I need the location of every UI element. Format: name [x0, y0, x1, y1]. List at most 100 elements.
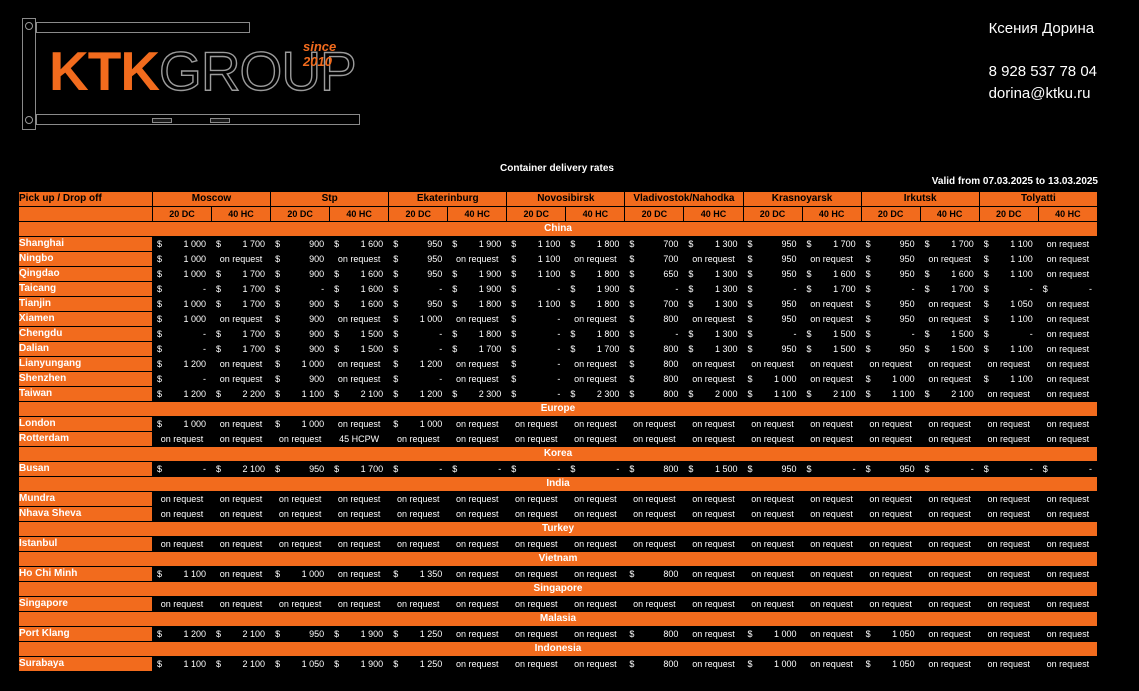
rate-cell: on request [329, 356, 390, 372]
rate-cell: $1 050 [978, 296, 1039, 312]
rate-cell: $ - [506, 311, 567, 327]
rate-value: - [439, 374, 443, 384]
rate-cell: on request [742, 536, 803, 552]
currency-symbol: $ [156, 359, 162, 369]
rate-cell: on request [978, 656, 1039, 672]
rate-value: 1 000 [183, 239, 206, 249]
rate-cell: $ - [565, 461, 626, 477]
currency-symbol: $ [629, 629, 635, 639]
rate-cell: $1 600 [919, 266, 980, 282]
rate-cell: on request [1037, 326, 1099, 342]
rate-cell: on request [447, 251, 508, 267]
rate-cell: $1 100 [978, 371, 1039, 387]
rate-cell: $1 000 [742, 656, 803, 672]
rate-value: 1 800 [596, 299, 620, 309]
rate-value: 900 [309, 329, 325, 339]
rate-cell: $800 [624, 371, 685, 387]
rate-cell: $950 [742, 461, 803, 477]
logo-group-text: GROUP [158, 40, 357, 102]
currency-symbol: $ [865, 344, 871, 354]
rate-cell: on request [1037, 536, 1099, 552]
rate-cell: $1 000 [151, 296, 212, 312]
rate-cell: $800 [624, 461, 685, 477]
rate-cell: on request [919, 566, 980, 582]
rate-cell: on request [919, 311, 980, 327]
rate-value: 1 500 [833, 344, 856, 354]
rate-cell: on request [1037, 296, 1099, 312]
currency-symbol: $ [747, 329, 753, 339]
rate-cell: $700 [624, 296, 685, 312]
rate-value: 800 [663, 629, 679, 639]
region-header-row: India [18, 476, 1098, 492]
rate-cell: on request [801, 536, 862, 552]
rate-value: 900 [309, 269, 325, 279]
rate-cell: $ - [388, 281, 449, 297]
region-label: Europe [18, 401, 1098, 417]
rate-cell: on request [801, 356, 862, 372]
currency-symbol: $ [983, 269, 989, 279]
rate-value: 1 250 [419, 629, 443, 639]
rate-cell: on request [860, 536, 921, 552]
rates-table-wrapper: Pick up / Drop off Moscow Stp Ekaterinburg N… [18, 191, 1099, 672]
rate-cell: $1 000 [151, 251, 212, 267]
rate-value: 1 900 [360, 629, 384, 639]
rate-cell: $800 [624, 356, 685, 372]
rate-cell: $1 100 [978, 251, 1039, 267]
currency-symbol: $ [334, 329, 340, 339]
currency-symbol: $ [865, 314, 871, 324]
rate-cell: $1 000 [270, 356, 331, 372]
rate-value: 1 700 [242, 299, 266, 309]
currency-symbol: $ [747, 344, 753, 354]
currency-symbol: $ [806, 329, 812, 339]
column-header-container-type: 20 DC [978, 206, 1039, 222]
column-header-container-type: 20 DC [860, 206, 921, 222]
row-header-origin: Lianyungang [18, 356, 153, 372]
currency-symbol: $ [1042, 464, 1048, 474]
currency-symbol: $ [393, 629, 399, 639]
table-row: Port Klang $1 200 $2 100 $950 $1 900 $1 250 on… [18, 626, 1099, 642]
rate-cell: on request [978, 566, 1039, 582]
rate-value: 1 100 [1010, 344, 1033, 354]
rate-cell: $800 [624, 386, 685, 402]
rate-cell: $950 [742, 251, 803, 267]
rate-cell: on request [919, 371, 980, 387]
region-header-row: Europe [18, 401, 1098, 417]
column-header-container-type: 40 HC [683, 206, 744, 222]
rate-cell: $1 200 [151, 626, 212, 642]
rate-cell: $ - [388, 326, 449, 342]
currency-symbol: $ [983, 239, 989, 249]
rate-cell: on request [919, 656, 980, 672]
rate-cell: $1 200 [151, 356, 212, 372]
rate-value: 1 300 [714, 284, 738, 294]
currency-symbol: $ [865, 629, 871, 639]
contact-email[interactable]: dorina@ktku.ru [988, 85, 1091, 102]
currency-symbol: $ [452, 464, 458, 474]
rate-cell: on request [210, 536, 272, 552]
logo-ktk-text: KTK [49, 40, 160, 102]
contact-phone[interactable]: 8 928 537 78 04 [988, 63, 1097, 80]
currency-symbol: $ [334, 659, 340, 669]
rate-value: 1 800 [596, 269, 620, 279]
rate-value: 900 [309, 254, 325, 264]
currency-symbol: $ [983, 299, 989, 309]
rate-cell: on request [801, 656, 862, 672]
currency-symbol: $ [215, 659, 221, 669]
currency-symbol: $ [688, 464, 694, 474]
rate-cell: $ - [506, 356, 567, 372]
rate-cell: 45 HCPW [329, 431, 390, 447]
table-row: Taicang $ - $1 700 $ - $1 600 $ - $1 900 $ - $1 900 $… [18, 281, 1099, 297]
rate-cell: on request [210, 596, 272, 612]
rate-value: - [852, 464, 856, 474]
rate-cell: $950 [388, 296, 449, 312]
rate-cell: $1 000 [388, 416, 449, 432]
currency-symbol: $ [511, 359, 517, 369]
rate-value: - [439, 344, 443, 354]
region-label: Singapore [18, 581, 1098, 597]
rate-cell: on request [683, 311, 744, 327]
rate-cell: on request [565, 536, 626, 552]
currency-symbol: $ [629, 329, 635, 339]
validity-note: Valid from 07.03.2025 to 13.03.2025 [931, 176, 1098, 187]
currency-symbol: $ [688, 329, 694, 339]
rate-cell: on request [329, 566, 390, 582]
table-row: Mundra on request on request on request on r… [18, 491, 1099, 507]
